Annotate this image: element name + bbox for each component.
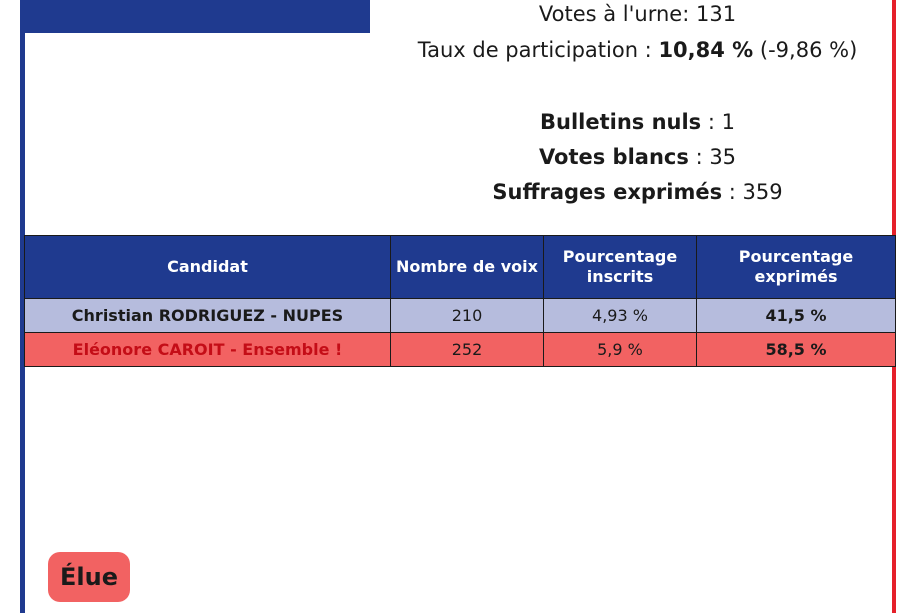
exprimes-label: Suffrages exprimés xyxy=(492,180,723,204)
nuls-line: Bulletins nuls : 1 xyxy=(370,110,905,134)
participation-line: Taux de participation : 10,84 % (-9,86 %… xyxy=(370,38,905,62)
cell-exprimes: 41,5 % xyxy=(696,298,896,333)
blancs-value: : 35 xyxy=(695,145,737,169)
exprimes-line: Suffrages exprimés : 359 xyxy=(370,180,905,204)
blancs-line: Votes blancs : 35 xyxy=(370,145,905,169)
cell-inscrits: 5,9 % xyxy=(543,332,697,367)
table-header-row: Candidat Nombre de voix Pourcentage insc… xyxy=(24,235,896,299)
votes-urne-label: Votes à l'urne: xyxy=(538,2,690,26)
nuls-label: Bulletins nuls xyxy=(539,110,702,134)
votes-urne-line: Votes à l'urne: 131 xyxy=(370,2,905,26)
blancs-label: Votes blancs xyxy=(538,145,689,169)
participation-delta: (-9,86 %) xyxy=(759,38,858,62)
header-exprimes: Pourcentage exprimés xyxy=(696,235,896,299)
elue-badge: Élue xyxy=(48,552,130,602)
header-inscrits: Pourcentage inscrits xyxy=(543,235,697,299)
results-table: Candidat Nombre de voix Pourcentage insc… xyxy=(24,235,896,367)
cell-voix: 210 xyxy=(390,298,544,333)
table-row: Eléonore CAROIT - Ensemble ! 252 5,9 % 5… xyxy=(24,332,896,367)
cell-candidat: Eléonore CAROIT - Ensemble ! xyxy=(24,332,391,367)
header-voix: Nombre de voix xyxy=(390,235,544,299)
title-banner xyxy=(25,0,370,33)
exprimes-value: : 359 xyxy=(728,180,783,204)
participation-value: 10,84 % xyxy=(658,38,754,62)
left-blue-border xyxy=(20,0,25,613)
nuls-value: : 1 xyxy=(707,110,735,134)
participation-label: Taux de participation : xyxy=(417,38,652,62)
cell-inscrits: 4,93 % xyxy=(543,298,697,333)
cell-voix: 252 xyxy=(390,332,544,367)
table-row: Christian RODRIGUEZ - NUPES 210 4,93 % 4… xyxy=(24,298,896,333)
cell-candidat: Christian RODRIGUEZ - NUPES xyxy=(24,298,391,333)
votes-urne-value: 131 xyxy=(695,2,737,26)
cell-exprimes: 58,5 % xyxy=(696,332,896,367)
header-candidat: Candidat xyxy=(24,235,391,299)
